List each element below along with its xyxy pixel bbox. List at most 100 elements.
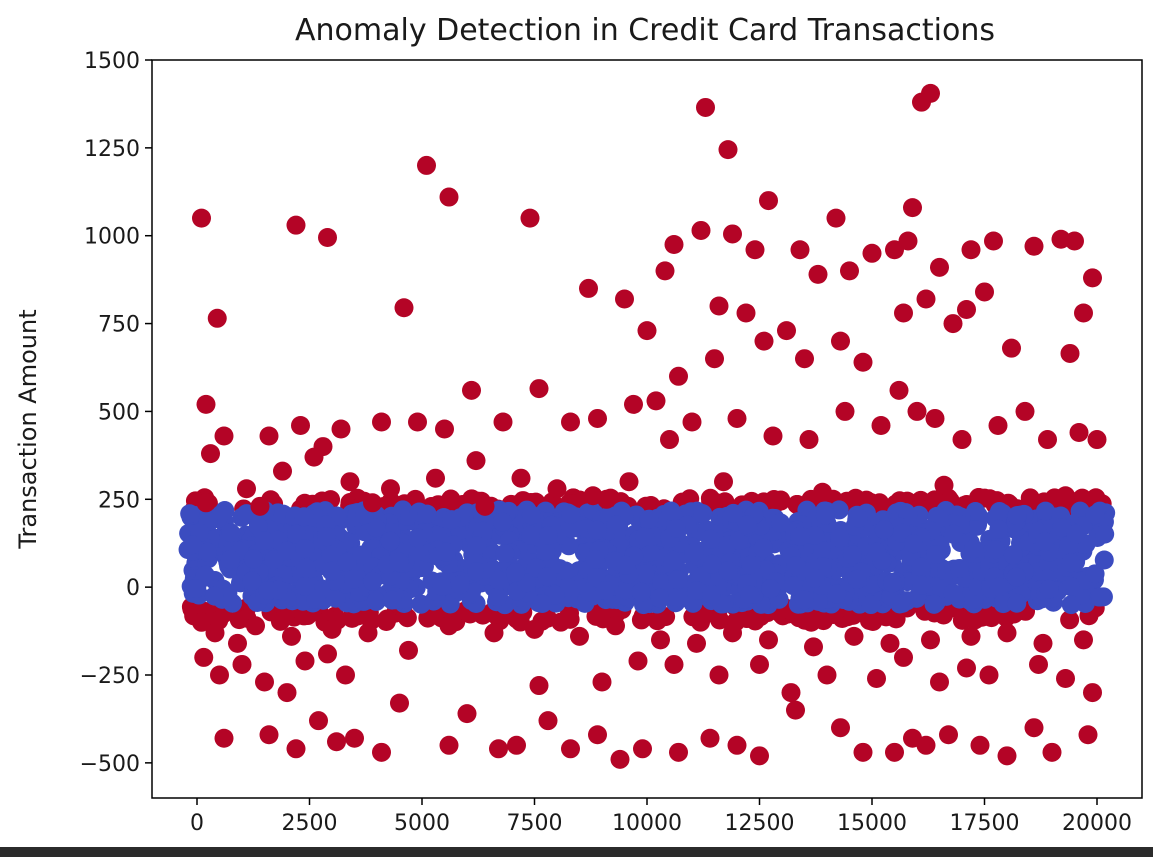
- anomaly-point: [475, 496, 495, 516]
- anomaly-point: [192, 612, 211, 632]
- anomaly-point: [979, 665, 999, 685]
- anomaly-point: [336, 665, 355, 685]
- normal-point: [321, 561, 341, 581]
- anomaly-point: [844, 626, 864, 646]
- anomaly-point: [880, 633, 900, 653]
- normal-point: [903, 534, 923, 554]
- normal-point: [1085, 564, 1105, 584]
- normal-point: [441, 510, 461, 530]
- anomaly-point: [484, 623, 504, 643]
- normal-point: [343, 569, 363, 589]
- normal-point: [561, 505, 581, 525]
- anomaly-point: [687, 633, 706, 653]
- anomaly-point: [435, 419, 454, 439]
- anomaly-point: [835, 401, 855, 421]
- anomaly-point: [194, 647, 214, 667]
- anomaly-point: [381, 479, 400, 499]
- x-tick-label: 12500: [725, 811, 795, 836]
- normal-point: [366, 591, 386, 611]
- anomaly-point: [525, 619, 544, 639]
- anomaly-point: [1065, 231, 1084, 251]
- normal-point: [701, 584, 721, 604]
- normal-point: [536, 541, 556, 561]
- normal-point: [432, 576, 452, 596]
- anomaly-point: [975, 488, 995, 508]
- anomaly-point: [903, 198, 922, 218]
- anomaly-point: [647, 611, 667, 631]
- anomaly-point: [957, 300, 976, 320]
- anomaly-point: [318, 227, 337, 247]
- anomaly-point: [795, 349, 814, 369]
- normal-point: [1035, 532, 1055, 552]
- anomaly-point: [561, 739, 580, 759]
- normal-point: [505, 563, 525, 583]
- anomaly-point: [615, 289, 634, 309]
- normal-point: [352, 545, 372, 565]
- anomaly-point: [1056, 669, 1075, 689]
- anomaly-point: [853, 352, 873, 372]
- normal-point: [538, 526, 558, 546]
- normal-point: [254, 531, 274, 551]
- anomaly-point: [1024, 236, 1044, 256]
- anomaly-point: [867, 669, 886, 689]
- normal-point: [693, 504, 713, 524]
- anomaly-point: [1029, 654, 1048, 674]
- normal-point: [185, 579, 205, 599]
- anomaly-point: [282, 626, 301, 646]
- y-tick-label: 250: [98, 488, 140, 513]
- normal-point: [827, 584, 847, 604]
- anomaly-point: [1056, 486, 1075, 506]
- anomaly-point: [214, 426, 234, 446]
- anomaly-point: [921, 83, 940, 103]
- anomaly-point: [961, 240, 981, 260]
- normal-point: [639, 509, 659, 529]
- normal-point: [874, 520, 894, 540]
- anomaly-point: [291, 415, 310, 435]
- normal-point: [912, 575, 932, 595]
- anomaly-point: [853, 742, 873, 762]
- anomaly-point: [988, 415, 1008, 435]
- anomaly-point: [560, 609, 580, 629]
- anomaly-point: [916, 735, 936, 755]
- anomaly-point: [718, 140, 738, 160]
- anomaly-point: [255, 672, 274, 692]
- anomaly-point: [633, 739, 652, 759]
- anomaly-point: [439, 616, 459, 636]
- anomaly-point: [637, 321, 657, 341]
- anomaly-point: [934, 475, 954, 495]
- anomaly-point: [207, 308, 227, 328]
- normal-point: [668, 587, 688, 607]
- normal-point: [537, 567, 557, 587]
- anomaly-point: [759, 630, 778, 650]
- normal-point: [786, 556, 806, 576]
- normal-point: [652, 574, 672, 594]
- anomaly-point: [439, 735, 459, 755]
- anomaly-point: [462, 380, 481, 400]
- anomaly-point: [327, 732, 346, 752]
- normal-point: [668, 570, 688, 590]
- anomaly-point: [777, 321, 796, 341]
- normal-point: [595, 581, 615, 601]
- normal-point: [687, 581, 707, 601]
- anomaly-point: [1087, 430, 1107, 450]
- anomaly-point: [561, 412, 580, 432]
- normal-point: [944, 524, 964, 544]
- anomaly-point: [417, 155, 436, 175]
- x-tick-label: 17500: [950, 811, 1020, 836]
- anomaly-point: [399, 640, 418, 660]
- anomaly-point: [700, 488, 720, 508]
- anomaly-point: [377, 609, 397, 629]
- normal-point: [986, 540, 1006, 560]
- normal-point: [467, 536, 487, 556]
- normal-point: [883, 573, 903, 593]
- anomaly-point: [579, 278, 598, 298]
- anomaly-point: [1015, 401, 1035, 421]
- anomaly-point: [511, 468, 531, 488]
- anomaly-point: [210, 665, 229, 685]
- anomaly-point: [510, 612, 530, 632]
- normal-point: [488, 587, 508, 607]
- anomaly-point: [520, 208, 540, 228]
- anomaly-point: [997, 746, 1017, 766]
- anomaly-point: [817, 665, 837, 685]
